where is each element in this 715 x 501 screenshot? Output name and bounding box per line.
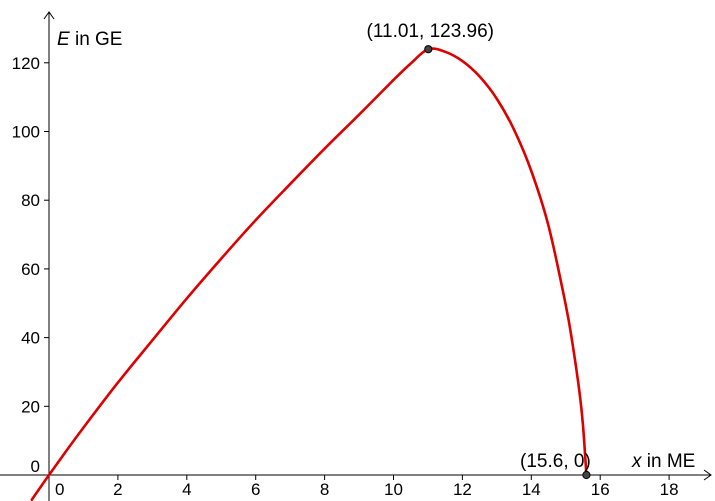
y-tick-label: 20 (21, 397, 40, 416)
y-tick-label: 40 (21, 329, 40, 348)
y-axis-arrow (43, 11, 55, 20)
data-point (424, 45, 433, 54)
x-tick-label: 12 (453, 480, 472, 499)
point-label: (15.6, 0) (520, 451, 591, 472)
y-tick-label: 60 (21, 260, 40, 279)
y-axis-unit: in GE (70, 29, 123, 50)
y-tick-label: 0 (31, 457, 40, 476)
series-line (30, 47, 588, 501)
x-axis-ticks: 0 2 4 6 8 10 12 14 16 18 (55, 475, 679, 499)
x-axis-unit: in ME (642, 451, 696, 472)
data-point (582, 470, 591, 480)
axes (0, 11, 712, 501)
x-tick-label: 6 (251, 480, 260, 499)
x-axis-variable: x (631, 451, 643, 472)
x-tick-label: 14 (522, 480, 541, 499)
x-tick-label: 8 (320, 480, 329, 499)
x-axis-arrow (703, 469, 712, 481)
x-tick-label: 4 (182, 480, 191, 499)
y-tick-label: 100 (12, 123, 40, 142)
y-axis-variable: E (57, 29, 70, 50)
point-label: (11.01, 123.96) (367, 21, 494, 42)
x-tick-label: 18 (660, 480, 679, 499)
y-tick-label: 120 (12, 54, 40, 73)
x-tick-label: 2 (113, 480, 122, 499)
x-axis-label: x in ME (631, 451, 695, 472)
y-axis-ticks: 0 20 40 60 80 100 120 (12, 54, 49, 476)
y-tick-label: 80 (21, 191, 40, 210)
points-layer: (11.01, 123.96) (15.6, 0) (367, 21, 591, 480)
series-layer (30, 47, 588, 501)
x-tick-label: 16 (591, 480, 610, 499)
x-tick-label: 10 (384, 480, 403, 499)
y-axis-label: E in GE (57, 29, 123, 50)
x-tick-label: 0 (55, 480, 64, 499)
